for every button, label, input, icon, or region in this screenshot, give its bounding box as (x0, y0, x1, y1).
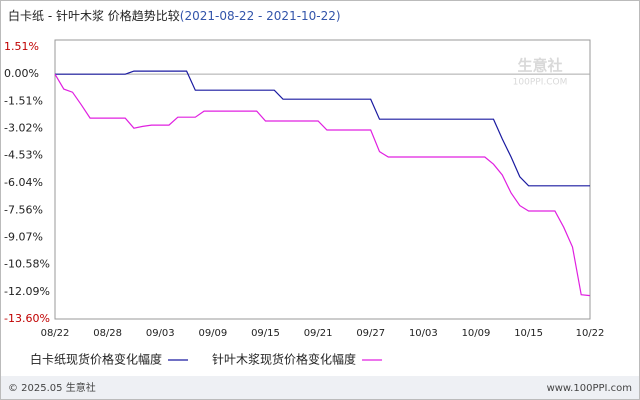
x-tick-label: 08/28 (93, 328, 122, 339)
y-tick-label: -12.09% (4, 285, 50, 298)
y-tick-label: -7.56% (4, 203, 43, 216)
watermark: 生意社 (517, 57, 562, 75)
y-tick-label: 0.00% (4, 67, 39, 80)
x-tick-label: 09/21 (304, 328, 333, 339)
x-tick-label: 10/03 (409, 328, 438, 339)
footer-right: www.100PPI.com (547, 383, 632, 394)
x-tick-label: 09/09 (198, 328, 227, 339)
subtitle: (2021-08-22 - 2021-10-22) (180, 9, 341, 23)
x-tick-label: 10/22 (576, 328, 605, 339)
x-tick-label: 09/03 (146, 328, 175, 339)
footer-bar (1, 376, 639, 399)
watermark-site: 100PPI.COM (513, 78, 568, 88)
chart-title: 白卡纸 - 针叶木浆 价格趋势比较(2021-08-22 - 2021-10-2… (8, 8, 341, 23)
y-tick-label: -10.58% (4, 258, 50, 271)
y-tick-label: -6.04% (4, 176, 43, 189)
x-tick-label: 10/15 (514, 328, 543, 339)
series-line (54, 73, 591, 297)
legend-label: 白卡纸现货价格变化幅度 (30, 352, 162, 367)
footer-left: © 2025.05 生意社 (8, 381, 96, 394)
x-tick-label: 10/09 (462, 328, 491, 339)
y-tick-label: 1.51% (4, 40, 39, 53)
x-tick-label: 09/15 (251, 328, 280, 339)
y-tick-label: -13.60% (4, 312, 50, 325)
y-tick-label: -3.02% (4, 122, 43, 135)
x-tick-label: 09/27 (356, 328, 385, 339)
title: 白卡纸 - 针叶木浆 价格趋势比较 (8, 8, 180, 23)
series-line (55, 70, 590, 187)
legend-label: 针叶木浆现货价格变化幅度 (212, 352, 356, 367)
y-tick-label: -1.51% (4, 94, 43, 107)
y-tick-label: -9.07% (4, 230, 43, 243)
y-tick-label: -4.53% (4, 149, 43, 162)
x-tick-label: 08/22 (41, 328, 70, 339)
plot-area (54, 39, 591, 320)
